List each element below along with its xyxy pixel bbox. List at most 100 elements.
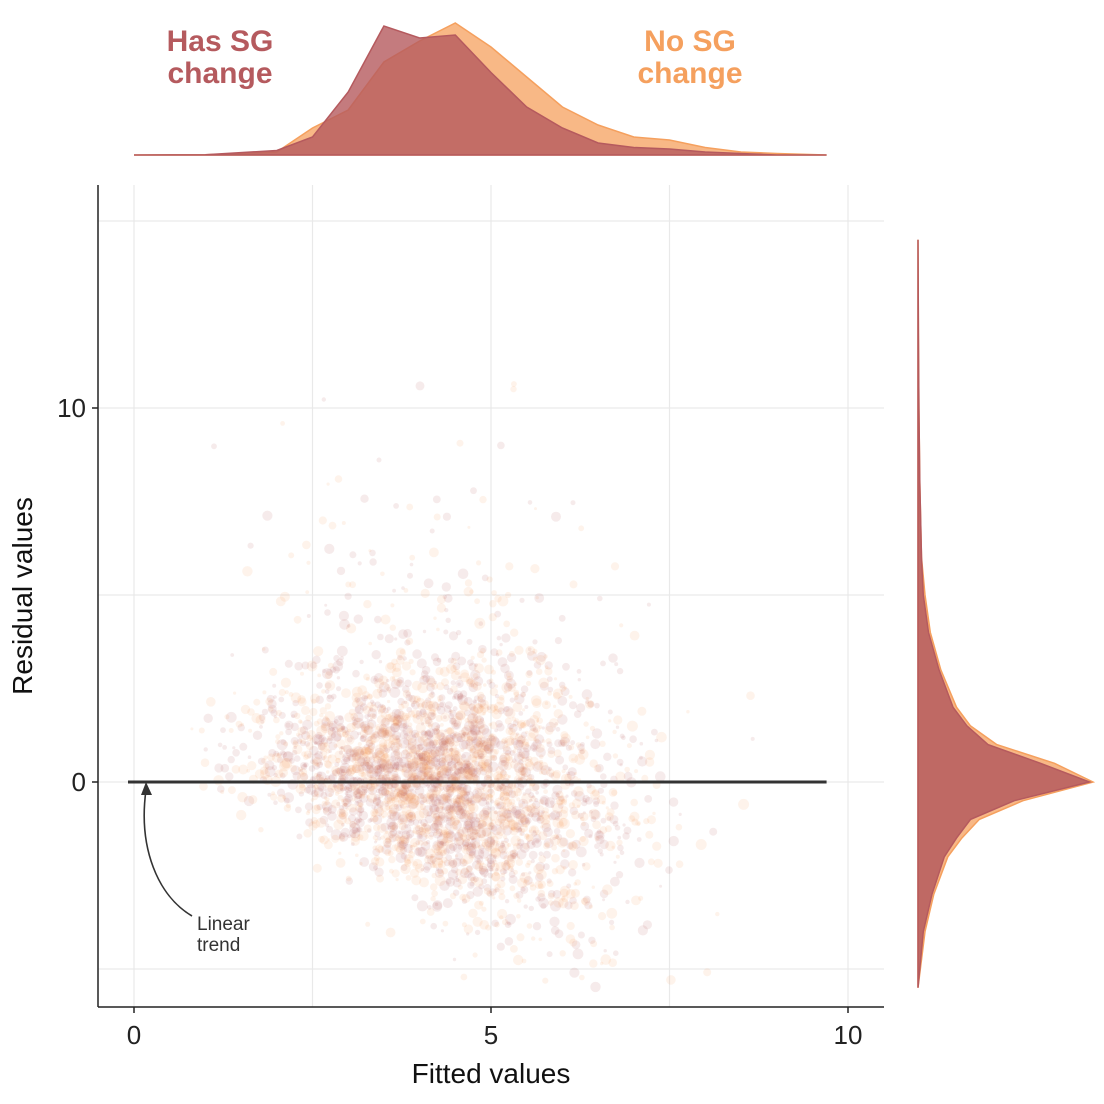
- scatter-point: [507, 819, 518, 830]
- scatter-point: [561, 741, 565, 746]
- scatter-point: [355, 788, 362, 794]
- scatter-point: [589, 959, 598, 968]
- scatter-point: [451, 651, 461, 661]
- scatter-point: [427, 795, 435, 802]
- scatter-point: [248, 728, 253, 733]
- scatter-point: [273, 715, 277, 719]
- scatter-point: [469, 706, 479, 716]
- scatter-point: [285, 722, 291, 728]
- scatter-point: [494, 595, 502, 603]
- scatter-point: [532, 711, 541, 720]
- scatter-point: [374, 764, 384, 775]
- scatter-point: [340, 725, 345, 731]
- scatter-point: [508, 798, 516, 806]
- scatter-point: [295, 783, 307, 795]
- scatter-point: [513, 689, 520, 696]
- scatter-point: [472, 886, 483, 897]
- scatter-point: [486, 576, 493, 583]
- scatter-point: [237, 723, 245, 732]
- scatter-point: [478, 862, 488, 872]
- scatter-point: [494, 784, 502, 792]
- scatter-point: [397, 840, 405, 848]
- scatter-point: [498, 893, 506, 901]
- scatter-point: [503, 837, 509, 843]
- scatter-point: [387, 712, 398, 723]
- scatter-point: [566, 921, 575, 931]
- scatter-point: [458, 730, 467, 738]
- scatter-point: [266, 694, 275, 703]
- scatter-point: [345, 748, 355, 758]
- scatter-point: [338, 765, 350, 777]
- scatter-point: [440, 765, 449, 774]
- scatter-point: [401, 586, 405, 590]
- scatter-point: [510, 822, 521, 833]
- scatter-point: [394, 751, 403, 760]
- scatter-point: [431, 819, 443, 831]
- scatter-point: [441, 806, 446, 811]
- scatter-point: [469, 850, 475, 857]
- scatter-point: [396, 656, 405, 665]
- scatter-point: [519, 872, 531, 883]
- scatter-point: [449, 717, 457, 725]
- scatter-point: [483, 683, 487, 687]
- scatter-point: [424, 730, 428, 735]
- scatter-point: [615, 771, 626, 782]
- scatter-point: [426, 794, 432, 800]
- scatter-point: [466, 713, 478, 725]
- scatter-point: [431, 901, 443, 912]
- scatter-point: [340, 827, 351, 838]
- scatter-point: [453, 832, 463, 842]
- scatter-point: [425, 719, 434, 728]
- scatter-point: [442, 828, 452, 839]
- scatter-point: [360, 771, 367, 778]
- scatter-point: [513, 761, 525, 773]
- scatter-point: [343, 755, 346, 759]
- scatter-point: [462, 798, 470, 807]
- scatter-point: [594, 843, 600, 850]
- scatter-point: [327, 735, 334, 742]
- scatter-point: [421, 699, 433, 711]
- scatter-point: [619, 763, 623, 767]
- scatter-point: [233, 691, 237, 695]
- scatter-point: [416, 824, 421, 829]
- scatter-point: [371, 733, 376, 738]
- scatter-point: [583, 895, 591, 904]
- scatter-point: [530, 859, 535, 864]
- scatter-point: [348, 803, 357, 813]
- scatter-point: [510, 790, 519, 799]
- scatter-point: [560, 895, 566, 901]
- scatter-point: [553, 709, 563, 719]
- scatter-point: [459, 893, 467, 901]
- scatter-point: [437, 868, 444, 875]
- scatter-point: [482, 793, 486, 797]
- scatter-point: [316, 803, 323, 811]
- scatter-point: [386, 792, 396, 802]
- scatter-point: [339, 656, 344, 661]
- scatter-point: [390, 723, 400, 733]
- scatter-point: [366, 795, 370, 799]
- scatter-point: [465, 834, 472, 840]
- scatter-point: [400, 834, 411, 845]
- scatter-point: [429, 793, 439, 803]
- scatter-point: [429, 547, 439, 558]
- scatter-point: [470, 736, 478, 744]
- scatter-point: [331, 726, 339, 734]
- scatter-point: [429, 708, 436, 715]
- scatter-point: [532, 783, 540, 792]
- scatter-point: [523, 876, 533, 885]
- scatter-point: [397, 697, 405, 706]
- scatter-point: [361, 770, 373, 782]
- scatter-point: [424, 716, 433, 725]
- scatter-point: [393, 767, 398, 772]
- scatter-point: [595, 763, 604, 773]
- scatter-point: [460, 790, 467, 797]
- scatter-point: [483, 887, 491, 895]
- scatter-point: [436, 844, 447, 856]
- scatter-point: [571, 940, 581, 950]
- scatter-point: [489, 600, 497, 608]
- scatter-point: [251, 713, 262, 724]
- scatter-point: [478, 742, 484, 748]
- scatter-point: [280, 421, 285, 426]
- scatter-point: [577, 931, 585, 939]
